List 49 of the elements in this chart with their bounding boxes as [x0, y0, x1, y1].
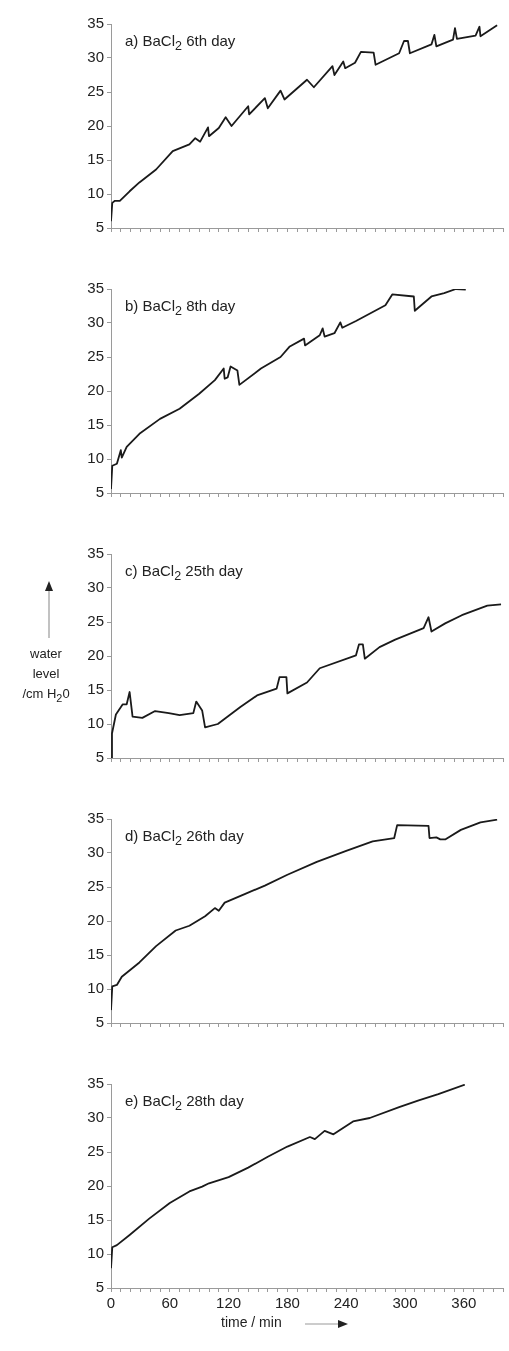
y-tick-label: 30: [87, 48, 104, 66]
y-tick-label: 20: [87, 116, 104, 134]
text: a) BaCl$_{2}$ 6th day: [125, 32, 236, 53]
y-tick-label: 15: [87, 150, 104, 168]
y-tick-label: 30: [87, 1108, 104, 1126]
y-axis-title: water level /cm H$_{2}$0: [21, 645, 71, 706]
x-axis-title: time / min: [221, 1314, 282, 1330]
y-tick-label: 35: [87, 279, 104, 297]
x-tick-label: 180: [274, 1294, 300, 1312]
y-tick-label: 35: [87, 544, 104, 562]
y-tick-label: 35: [87, 14, 104, 32]
y-tick-label: 30: [87, 843, 104, 861]
y-tick-label: 15: [87, 945, 104, 963]
y-tick-label: 20: [87, 381, 104, 399]
y-tick-label: 25: [87, 877, 104, 895]
text: d) BaCl$_{2}$ 26th day: [125, 827, 244, 848]
x-tick-label: 240: [333, 1294, 359, 1312]
y-tick-label: 10: [87, 1244, 104, 1262]
text: e) BaCl$_{2}$ 28th day: [125, 1092, 244, 1113]
y-tick-label: 10: [87, 714, 104, 732]
y-tick-label: 15: [87, 680, 104, 698]
y-tick-label: 10: [87, 979, 104, 997]
y-tick-label: 15: [87, 415, 104, 433]
y-tick-label: 10: [87, 449, 104, 467]
y-tick-label: 30: [87, 313, 104, 331]
y-tick-label: 20: [87, 646, 104, 664]
y-tick-label: 25: [87, 82, 104, 100]
y-tick-label: 25: [87, 612, 104, 630]
y-tick-label: 30: [87, 578, 104, 596]
y-tick-label: 5: [95, 748, 104, 766]
x-tick-label: 60: [161, 1294, 179, 1312]
y-tick-label: 5: [95, 1278, 104, 1296]
y-tick-label: 5: [95, 483, 104, 501]
y-tick-label: 5: [95, 218, 104, 236]
x-tick-label: 300: [392, 1294, 418, 1312]
y-tick-label: 20: [87, 1176, 104, 1194]
text: c) BaCl$_{2}$ 25th day: [125, 562, 243, 583]
y-tick-label: 35: [87, 809, 104, 827]
y-tick-label: 20: [87, 911, 104, 929]
y-tick-label: 15: [87, 1210, 104, 1228]
y-tick-label: 35: [87, 1074, 104, 1092]
y-tick-label: 5: [95, 1013, 104, 1031]
text: b) BaCl$_{2}$ 8th day: [125, 297, 236, 318]
x-tick-label: 0: [106, 1294, 116, 1312]
y-tick-label: 25: [87, 1142, 104, 1160]
y-tick-label: 10: [87, 184, 104, 202]
x-tick-label: 360: [451, 1294, 477, 1312]
x-tick-label: 120: [216, 1294, 242, 1312]
y-tick-label: 25: [87, 347, 104, 365]
